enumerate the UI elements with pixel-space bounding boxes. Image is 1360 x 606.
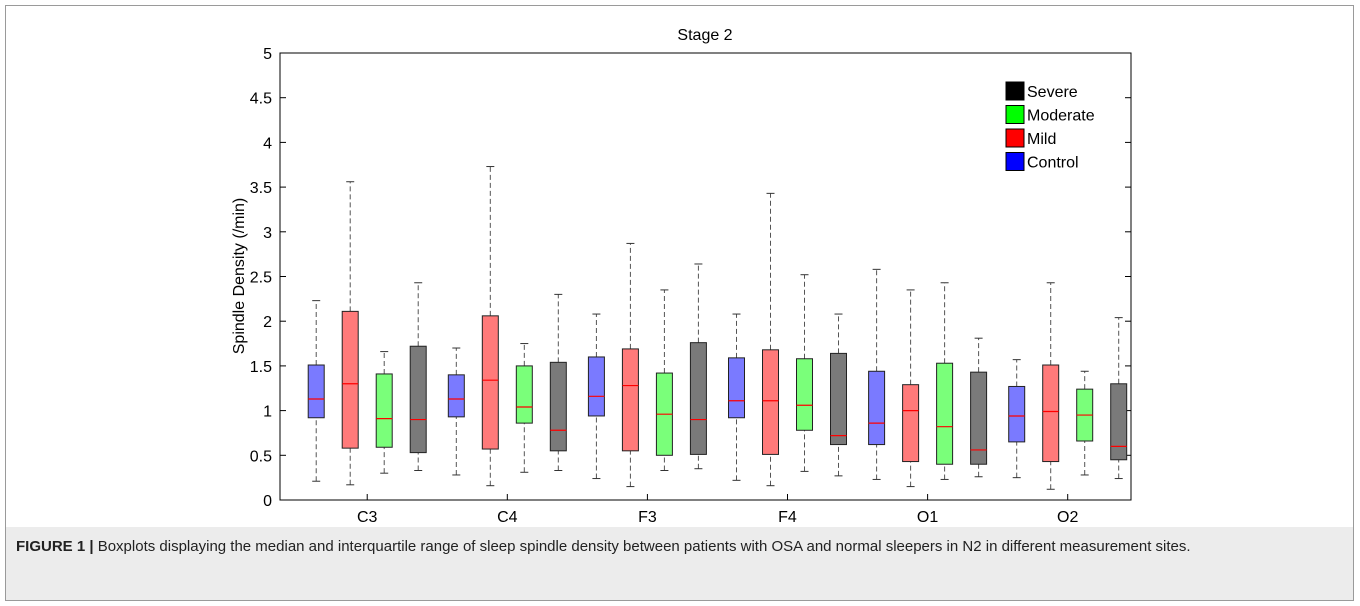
chart-title: Stage 2 (677, 27, 732, 44)
box-moderate-o1 (936, 282, 954, 480)
box-moderate-o2 (1076, 370, 1094, 476)
y-axis-ticks: 0 0.5 1 1.5 2 2.5 3 3.5 4 4.5 5 (250, 46, 1131, 510)
y-tick-label: 1.5 (250, 359, 272, 376)
iqr-box (936, 362, 954, 465)
box-severe-c4 (549, 293, 567, 471)
y-tick-label: 1 (263, 404, 272, 421)
x-tick-label: F4 (778, 509, 797, 526)
x-tick-label: F3 (638, 509, 657, 526)
box-moderate-c3 (375, 351, 393, 474)
iqr-box (481, 315, 499, 450)
iqr-box (868, 370, 886, 446)
y-tick-label: 2.5 (250, 270, 272, 287)
x-tick-label: C4 (497, 509, 518, 526)
iqr-box (970, 371, 988, 465)
box-control-f4 (728, 313, 746, 481)
box-control-c3 (307, 300, 325, 482)
iqr-box (621, 348, 639, 452)
iqr-box (689, 342, 707, 455)
x-tick-label: O1 (917, 509, 938, 526)
iqr-box (796, 358, 814, 431)
iqr-box (902, 384, 920, 463)
caption-background (6, 527, 1353, 600)
box-mild-c3 (341, 181, 359, 486)
iqr-box (1110, 383, 1128, 461)
legend-swatch-control (1005, 152, 1025, 171)
figure-label: FIGURE 1 | (16, 538, 94, 555)
box-moderate-f3 (655, 289, 673, 471)
box-mild-o2 (1042, 282, 1060, 490)
iqr-box (587, 356, 605, 417)
caption-text: Boxplots displaying the median and inter… (93, 538, 1191, 555)
x-axis-ticks: C3 C4 F3 F4 O1 O2 (357, 494, 1078, 526)
legend-swatch-severe (1005, 81, 1025, 101)
legend-label-moderate: Moderate (1027, 108, 1095, 125)
y-tick-label: 4.5 (250, 91, 272, 108)
iqr-box (375, 373, 393, 448)
y-axis-label: Spindle Density (/min) (231, 198, 248, 355)
box-mild-c4 (481, 166, 499, 487)
iqr-box (549, 361, 567, 452)
x-tick-label: C3 (357, 509, 378, 526)
figure-caption: FIGURE 1 | Boxplots displaying the media… (16, 536, 1336, 557)
box-control-o2 (1008, 359, 1026, 479)
legend: Severe Moderate Mild Control (1005, 81, 1095, 172)
y-tick-label: 0 (263, 493, 272, 510)
legend-label-mild: Mild (1027, 131, 1056, 148)
iqr-box (728, 357, 746, 419)
iqr-box (307, 364, 325, 419)
y-tick-label: 5 (263, 46, 272, 63)
box-severe-o2 (1110, 317, 1128, 480)
box-severe-f4 (830, 313, 848, 477)
boxplot-boxes (307, 166, 1128, 490)
iqr-box (409, 345, 427, 454)
iqr-box (762, 349, 780, 455)
x-tick-label: O2 (1057, 509, 1078, 526)
box-control-c4 (447, 347, 465, 476)
box-mild-f4 (762, 192, 780, 487)
box-mild-f3 (621, 242, 639, 488)
y-tick-label: 2 (263, 314, 272, 331)
box-control-f3 (587, 313, 605, 480)
legend-label-severe: Severe (1027, 84, 1078, 101)
box-severe-o1 (970, 337, 988, 478)
legend-label-control: Control (1027, 155, 1079, 172)
iqr-box (830, 352, 848, 446)
y-tick-label: 3 (263, 225, 272, 242)
box-moderate-c4 (515, 343, 533, 473)
box-severe-f3 (689, 263, 707, 470)
iqr-box (341, 310, 359, 449)
y-tick-label: 0.5 (250, 448, 272, 465)
box-mild-o1 (902, 289, 920, 488)
legend-swatch-moderate (1005, 105, 1025, 124)
iqr-box (447, 374, 465, 418)
box-control-o1 (868, 268, 886, 480)
legend-swatch-mild (1005, 128, 1025, 148)
box-moderate-f4 (796, 274, 814, 472)
y-tick-label: 3.5 (250, 180, 272, 197)
iqr-box (1042, 364, 1060, 463)
y-tick-label: 4 (263, 135, 272, 152)
boxplot-chart: Stage 2 Spindle Density (/min) 0 0.5 1 1.5 2… (231, 27, 1132, 526)
iqr-box (1008, 385, 1026, 443)
box-severe-c3 (409, 282, 427, 471)
iqr-box (515, 365, 533, 424)
